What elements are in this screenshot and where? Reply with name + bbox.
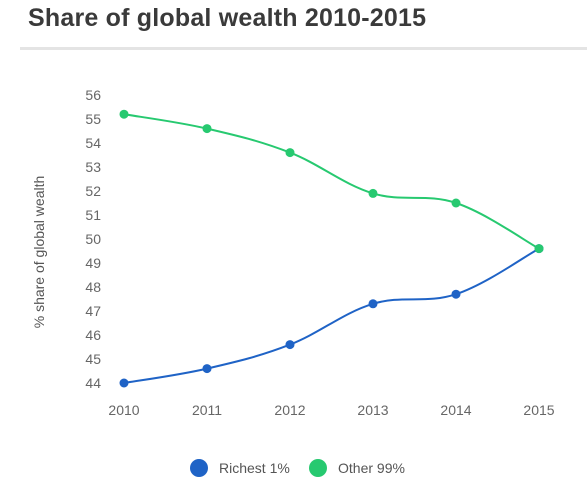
x-tick-label: 2010 — [108, 402, 139, 418]
legend: Richest 1% Other 99% — [190, 459, 405, 477]
x-tick-label: 2012 — [274, 402, 305, 418]
series-line-richest-1 — [123, 247, 540, 384]
y-tick-label: 55 — [85, 111, 101, 127]
data-point-other-99 — [119, 109, 129, 119]
chart-title: Share of global wealth 2010-2015 — [28, 4, 427, 32]
y-tick-label: 44 — [85, 375, 101, 391]
y-tick-label: 53 — [85, 159, 101, 175]
y-tick-label: 48 — [85, 279, 101, 295]
y-axis-label: % share of global wealth — [31, 176, 47, 329]
y-tick-label: 45 — [85, 351, 101, 367]
series-lines — [123, 113, 540, 384]
x-tick-label: 2013 — [357, 402, 388, 418]
data-point-richest-1 — [202, 364, 212, 374]
data-point-other-99 — [202, 124, 212, 134]
y-tick-label: 46 — [85, 327, 101, 343]
data-point-other-99 — [368, 188, 378, 198]
x-axis-ticks: 2010 2011 2012 2013 2014 2015 — [108, 402, 554, 418]
title-divider — [20, 47, 587, 50]
data-point-richest-1 — [451, 289, 461, 299]
y-tick-label: 47 — [85, 303, 101, 319]
legend-marker-other-99 — [309, 459, 327, 477]
legend-label-richest-1: Richest 1% — [219, 460, 290, 476]
series-line-other-99 — [123, 113, 540, 250]
y-tick-label: 56 — [85, 87, 101, 103]
x-tick-label: 2015 — [523, 402, 554, 418]
legend-marker-richest-1 — [190, 459, 208, 477]
y-tick-label: 52 — [85, 183, 101, 199]
data-point-richest-1 — [368, 299, 378, 309]
y-tick-label: 54 — [85, 135, 101, 151]
data-point-other-99 — [451, 198, 461, 208]
y-axis-ticks: 44 45 46 47 48 49 50 51 52 53 54 55 56 — [85, 87, 101, 391]
series-points — [119, 109, 544, 388]
data-point-richest-1 — [119, 378, 129, 388]
legend-label-other-99: Other 99% — [338, 460, 405, 476]
x-tick-label: 2014 — [440, 402, 471, 418]
data-point-other-99 — [534, 244, 544, 254]
data-point-other-99 — [285, 148, 295, 158]
data-point-richest-1 — [285, 340, 295, 350]
y-tick-label: 51 — [85, 207, 101, 223]
x-tick-label: 2011 — [192, 402, 222, 418]
y-tick-label: 50 — [85, 231, 101, 247]
y-tick-label: 49 — [85, 255, 101, 271]
